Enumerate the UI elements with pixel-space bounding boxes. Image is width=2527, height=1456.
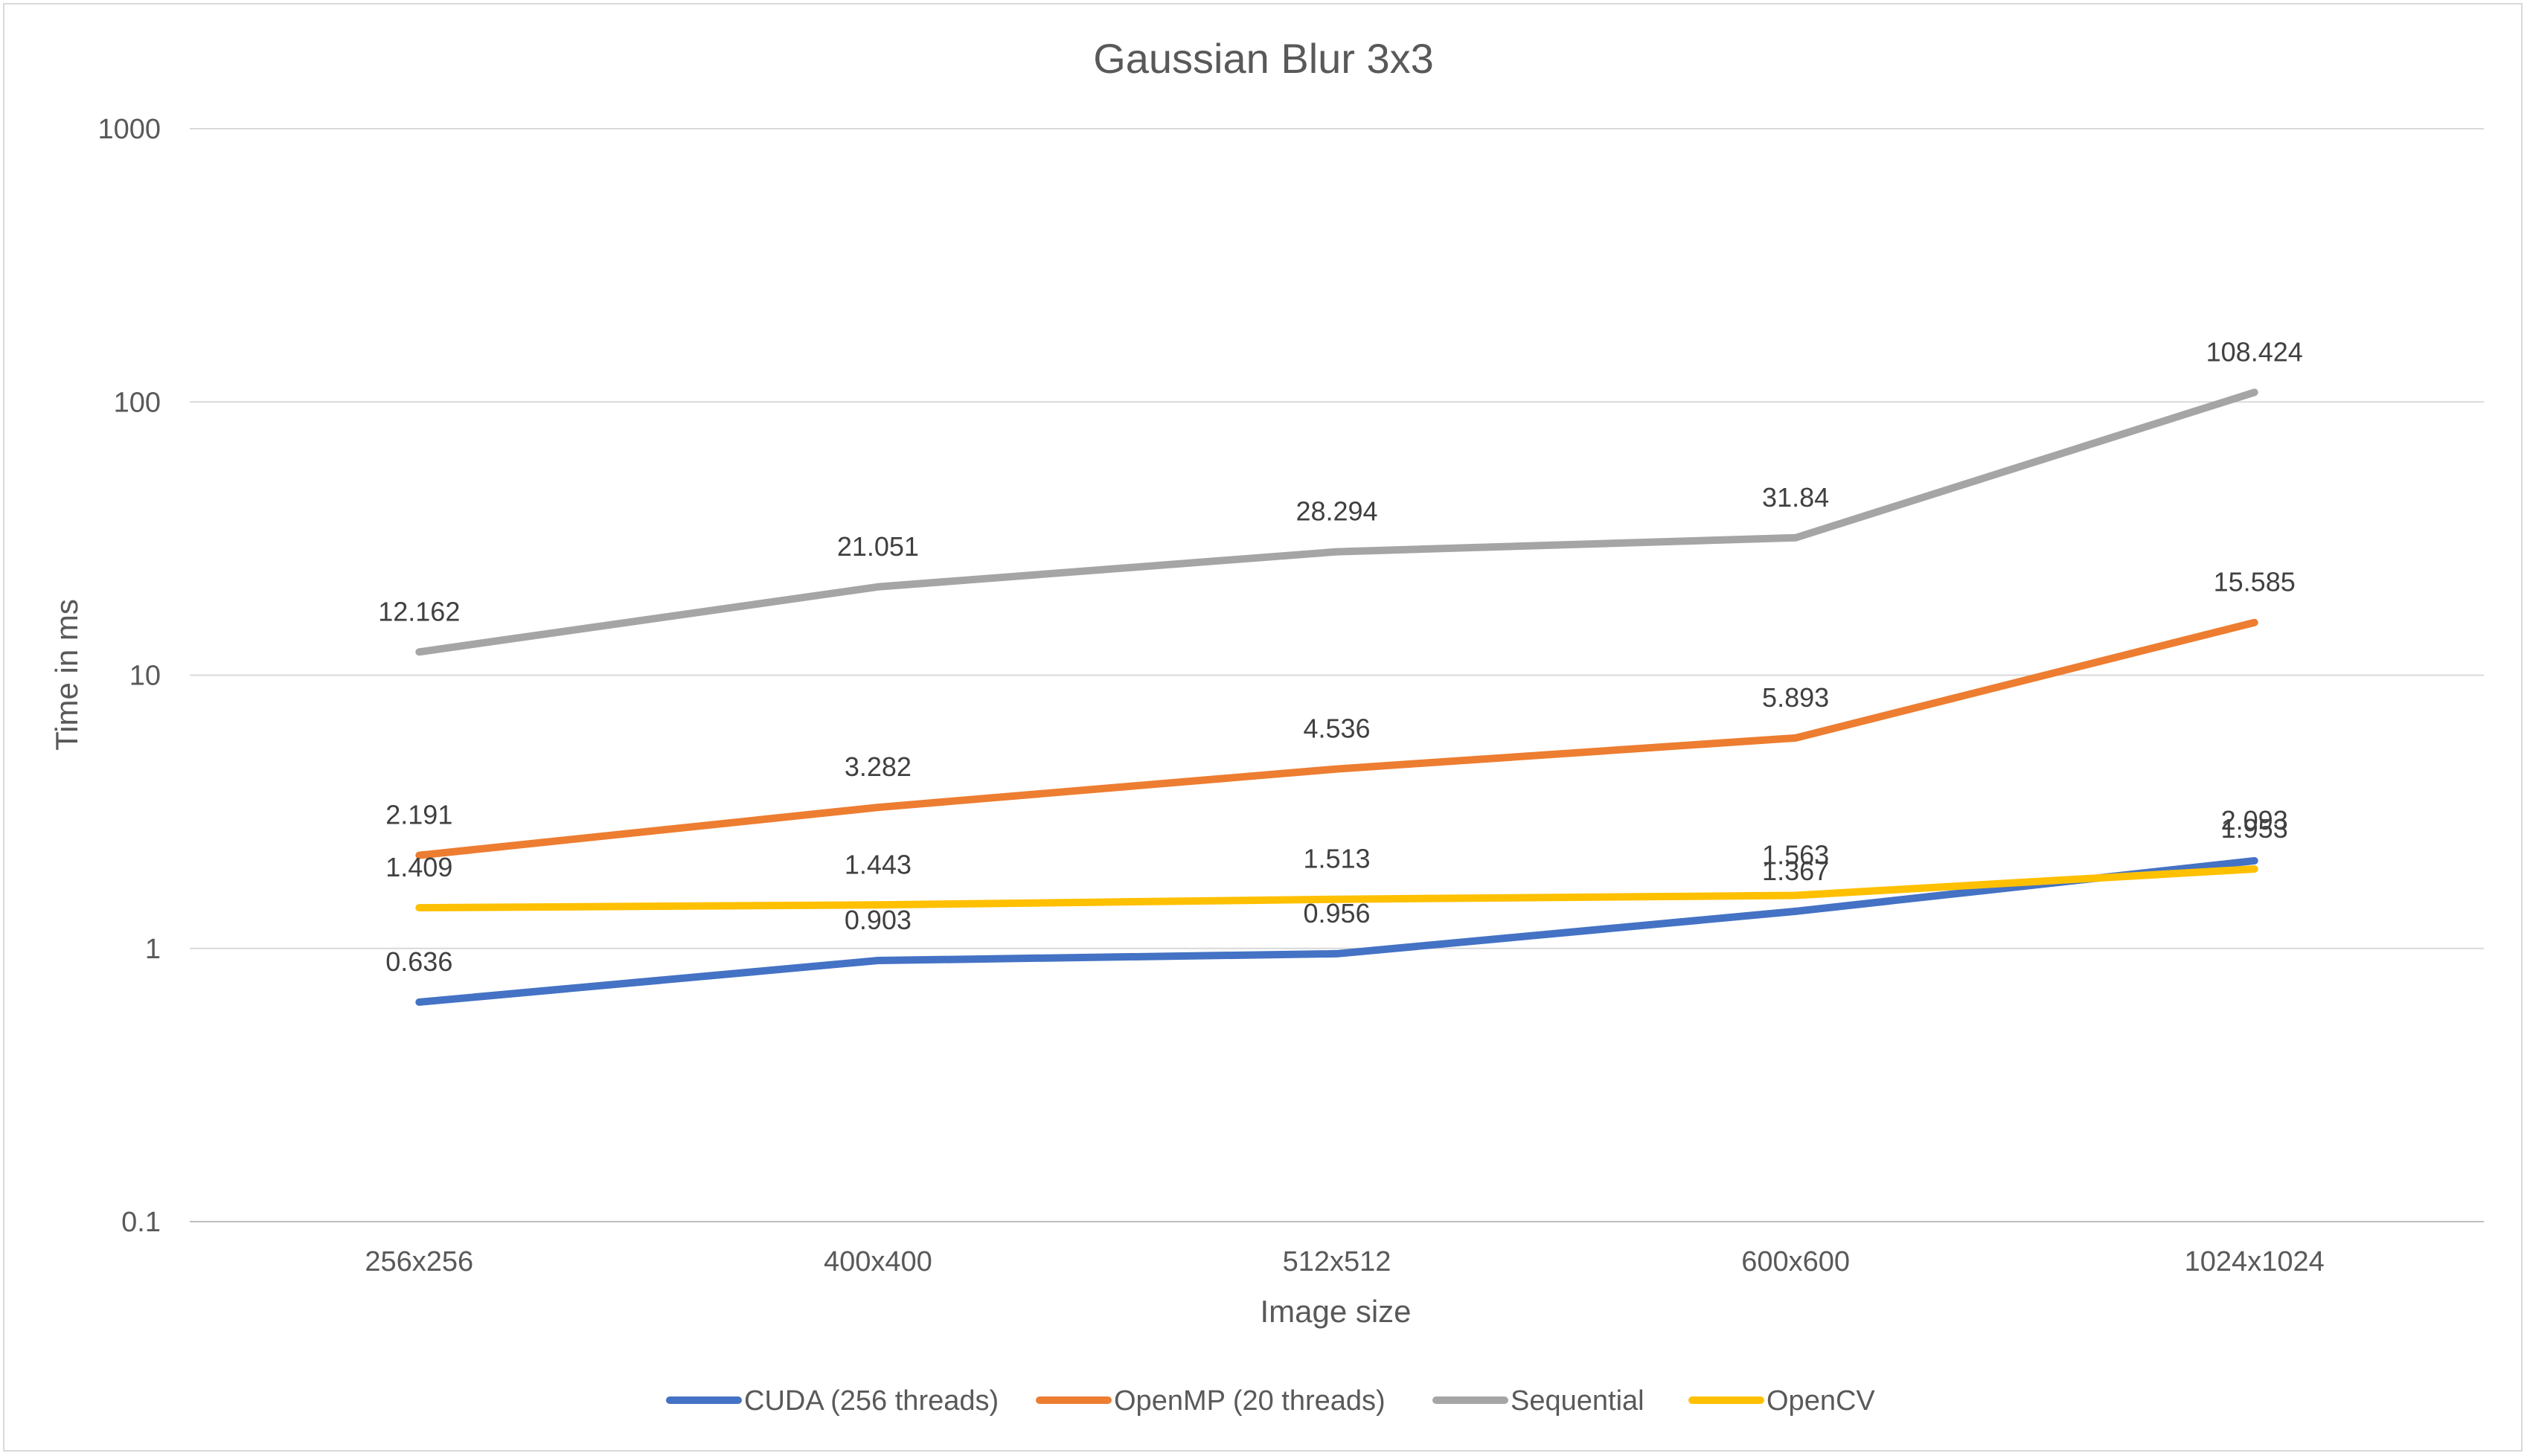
y-axis-title: Time in ms (49, 599, 84, 751)
legend-item: CUDA (256 threads) (666, 1385, 999, 1417)
x-axis-title: Image size (1260, 1294, 1411, 1329)
legend-label: OpenCV (1767, 1385, 1875, 1417)
data-labels: 0.636 0.903 0.956 1.367 2.093 2.191 3.282 4.536… (378, 336, 2303, 977)
legend-label: Sequential (1511, 1385, 1644, 1417)
data-label: 1.443 (845, 849, 912, 879)
data-label: 1.367 (1762, 856, 1829, 886)
y-tick-label: 0.1 (121, 1207, 161, 1238)
legend-item: OpenMP (20 threads) (1036, 1385, 1386, 1417)
x-tick-label: 600x600 (1741, 1246, 1850, 1277)
gridlines (190, 128, 2484, 1222)
data-label: 28.294 (1295, 496, 1377, 527)
data-label: 21.051 (837, 531, 919, 562)
x-tick-label: 512x512 (1283, 1246, 1391, 1277)
x-tick-label: 400x400 (824, 1246, 932, 1277)
data-label: 0.903 (845, 905, 912, 935)
data-label: 0.956 (1303, 898, 1370, 929)
chart-frame (3, 3, 2523, 1452)
data-label: 2.093 (2221, 805, 2288, 836)
data-label: 108.424 (2206, 336, 2303, 367)
data-label: 1.409 (385, 852, 452, 882)
data-label: 12.162 (378, 596, 460, 626)
legend-label: CUDA (256 threads) (744, 1385, 999, 1417)
y-tick-label: 100 (114, 387, 161, 418)
y-tick-label: 1000 (97, 114, 161, 145)
series-lines (415, 388, 2258, 1006)
data-label: 3.282 (845, 751, 912, 782)
series-line (415, 618, 2258, 859)
data-label: 2.191 (385, 800, 452, 830)
data-label: 4.536 (1303, 713, 1370, 744)
series-line (415, 856, 2258, 1006)
x-tick-label: 1024x1024 (2185, 1246, 2325, 1277)
x-axis-ticks: 256x256 400x400 512x512 600x600 1024x1024 (365, 1246, 2324, 1277)
legend-item: Sequential (1432, 1385, 1644, 1417)
chart-title: Gaussian Blur 3x3 (1093, 35, 1434, 82)
legend-item: OpenCV (1688, 1385, 1875, 1417)
data-label: 5.893 (1762, 682, 1829, 713)
data-label: 1.513 (1303, 844, 1370, 874)
data-label: 31.84 (1762, 482, 1829, 513)
legend-label: OpenMP (20 threads) (1114, 1385, 1386, 1417)
data-label: 15.585 (2214, 567, 2296, 597)
legend: CUDA (256 threads) OpenMP (20 threads) Seq… (666, 1385, 1875, 1417)
x-tick-label: 256x256 (365, 1246, 473, 1277)
data-label: 1.563 (1762, 840, 1829, 870)
y-tick-label: 10 (129, 661, 161, 692)
series-line (415, 388, 2258, 656)
y-axis-ticks: 0.1 1 10 100 1000 (97, 114, 161, 1238)
series-line (415, 865, 2258, 912)
data-label: 0.636 (385, 946, 452, 977)
data-label: 1.953 (2221, 813, 2288, 844)
y-tick-label: 1 (145, 934, 161, 965)
